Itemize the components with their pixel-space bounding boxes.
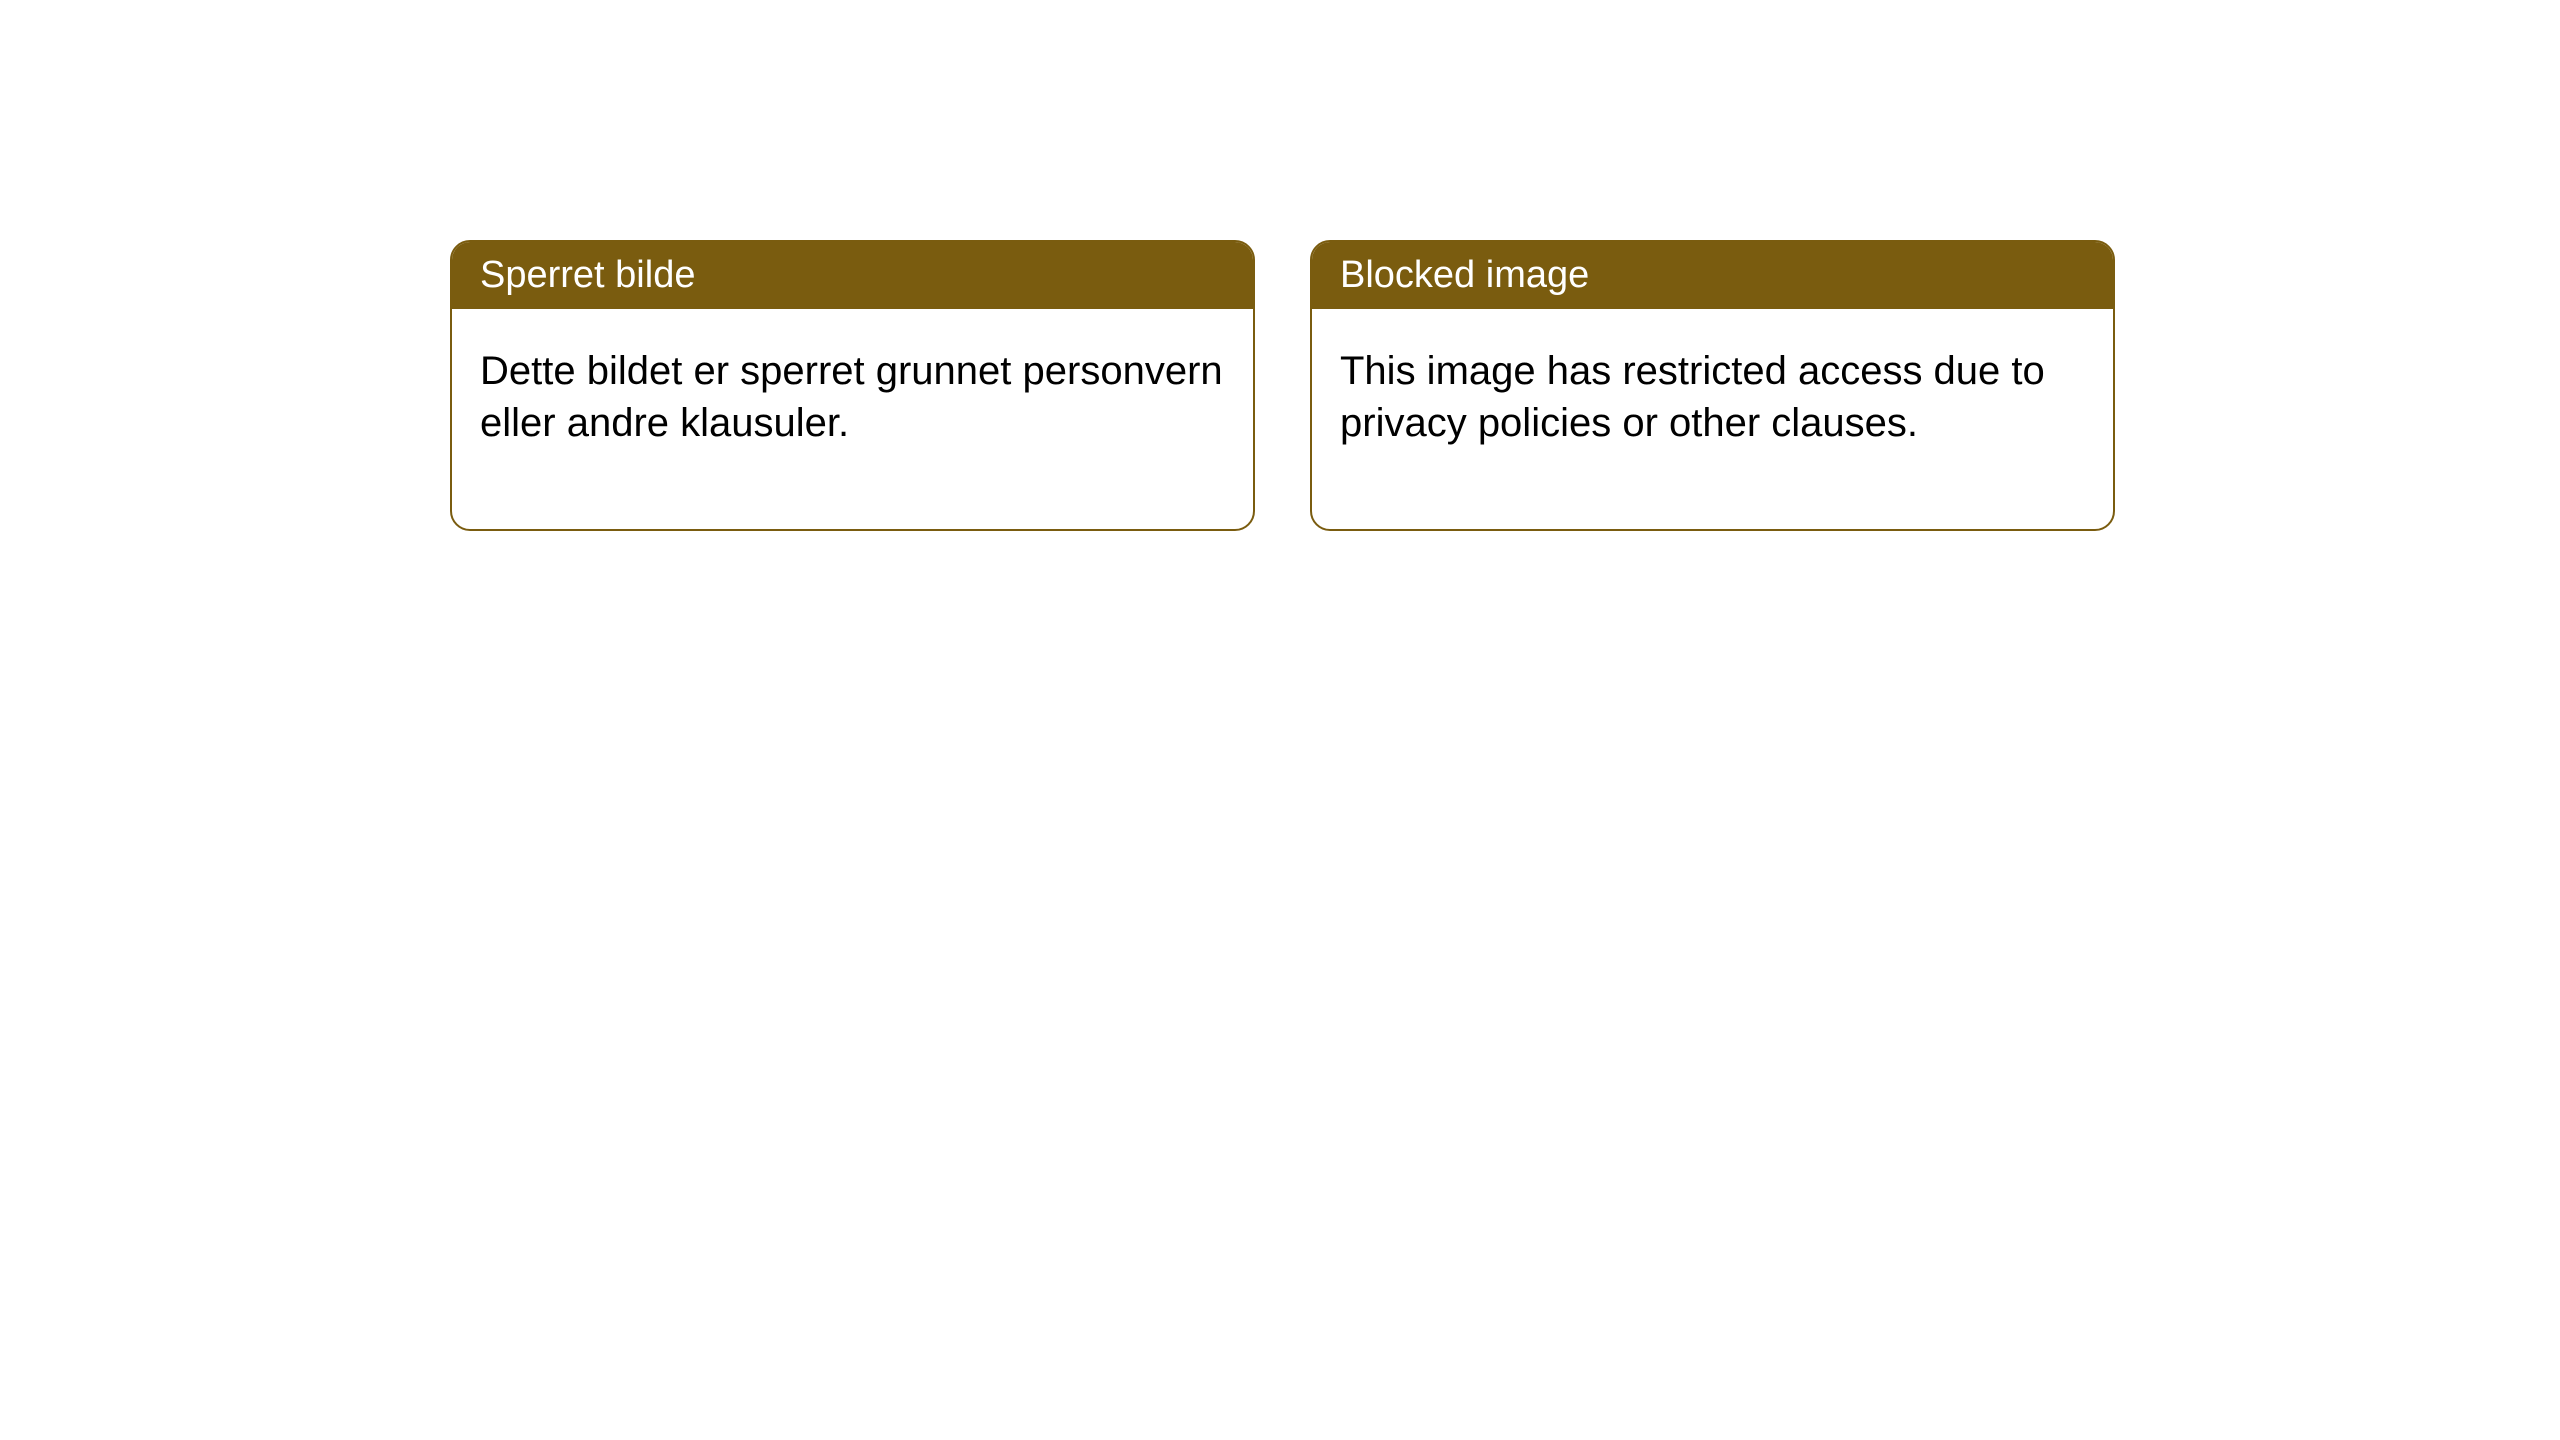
notice-card-norwegian: Sperret bilde Dette bildet er sperret gr… bbox=[450, 240, 1255, 531]
notice-body-text: Dette bildet er sperret grunnet personve… bbox=[452, 309, 1253, 529]
notice-title: Sperret bilde bbox=[452, 242, 1253, 309]
notice-container: Sperret bilde Dette bildet er sperret gr… bbox=[0, 0, 2560, 531]
notice-card-english: Blocked image This image has restricted … bbox=[1310, 240, 2115, 531]
notice-title: Blocked image bbox=[1312, 242, 2113, 309]
notice-body-text: This image has restricted access due to … bbox=[1312, 309, 2113, 529]
